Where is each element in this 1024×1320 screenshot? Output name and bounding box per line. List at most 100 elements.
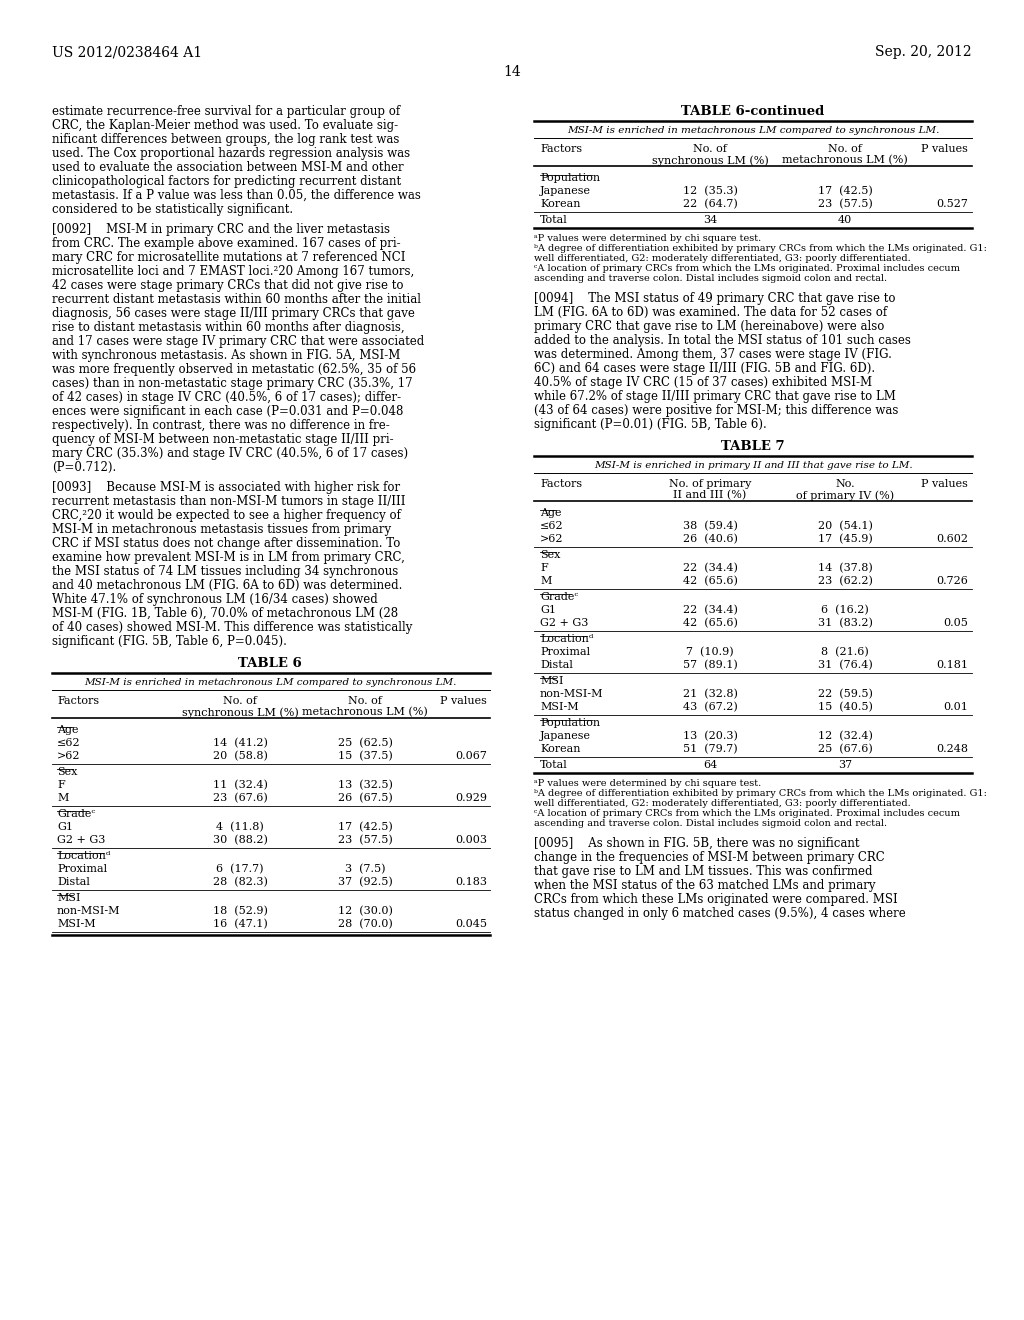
Text: considered to be statistically significant.: considered to be statistically significa… [52, 203, 293, 216]
Text: metachronous LM (%): metachronous LM (%) [782, 154, 908, 165]
Text: was more frequently observed in metastatic (62.5%, 35 of 56: was more frequently observed in metastat… [52, 363, 416, 376]
Text: G2 + G3: G2 + G3 [540, 618, 589, 628]
Text: 12  (30.0): 12 (30.0) [338, 906, 392, 916]
Text: 42 cases were stage primary CRCs that did not give rise to: 42 cases were stage primary CRCs that di… [52, 279, 403, 292]
Text: Factors: Factors [540, 479, 582, 488]
Text: M: M [540, 576, 551, 586]
Text: 0.01: 0.01 [943, 702, 968, 711]
Text: synchronous LM (%): synchronous LM (%) [181, 708, 298, 718]
Text: Locationᵈ: Locationᵈ [540, 634, 593, 644]
Text: 22  (34.4): 22 (34.4) [683, 605, 737, 615]
Text: P values: P values [922, 144, 968, 154]
Text: MSI-M (FIG. 1B, Table 6), 70.0% of metachronous LM (28: MSI-M (FIG. 1B, Table 6), 70.0% of metac… [52, 607, 398, 620]
Text: Factors: Factors [57, 696, 99, 706]
Text: 18  (52.9): 18 (52.9) [213, 906, 267, 916]
Text: 6C) and 64 cases were stage II/III (FIG. 5B and FIG. 6D).: 6C) and 64 cases were stage II/III (FIG.… [534, 362, 876, 375]
Text: non-MSI-M: non-MSI-M [540, 689, 603, 700]
Text: Distal: Distal [540, 660, 572, 671]
Text: Korean: Korean [540, 199, 581, 209]
Text: 37  (92.5): 37 (92.5) [338, 876, 392, 887]
Text: of 40 cases) showed MSI-M. This difference was statistically: of 40 cases) showed MSI-M. This differen… [52, 620, 413, 634]
Text: TABLE 6-continued: TABLE 6-continued [681, 106, 824, 117]
Text: 14  (41.2): 14 (41.2) [213, 738, 267, 748]
Text: 17  (42.5): 17 (42.5) [338, 822, 392, 833]
Text: 43  (67.2): 43 (67.2) [683, 702, 737, 713]
Text: synchronous LM (%): synchronous LM (%) [651, 154, 768, 165]
Text: quency of MSI-M between non-metastatic stage II/III pri-: quency of MSI-M between non-metastatic s… [52, 433, 393, 446]
Text: the MSI status of 74 LM tissues including 34 synchronous: the MSI status of 74 LM tissues includin… [52, 565, 398, 578]
Text: 8  (21.6): 8 (21.6) [821, 647, 869, 657]
Text: [0094]    The MSI status of 49 primary CRC that gave rise to: [0094] The MSI status of 49 primary CRC … [534, 292, 896, 305]
Text: 37: 37 [838, 760, 852, 770]
Text: 14  (37.8): 14 (37.8) [817, 564, 872, 573]
Text: 23  (57.5): 23 (57.5) [338, 836, 392, 845]
Text: of 42 cases) in stage IV CRC (40.5%, 6 of 17 cases); differ-: of 42 cases) in stage IV CRC (40.5%, 6 o… [52, 391, 401, 404]
Text: 12  (35.3): 12 (35.3) [683, 186, 737, 197]
Text: 0.183: 0.183 [455, 876, 487, 887]
Text: recurrent metastasis than non-MSI-M tumors in stage II/III: recurrent metastasis than non-MSI-M tumo… [52, 495, 406, 508]
Text: (P=0.712).: (P=0.712). [52, 461, 117, 474]
Text: 0.003: 0.003 [455, 836, 487, 845]
Text: No. of: No. of [348, 696, 382, 706]
Text: Proximal: Proximal [540, 647, 590, 657]
Text: 0.929: 0.929 [455, 793, 487, 803]
Text: [0093]    Because MSI-M is associated with higher risk for: [0093] Because MSI-M is associated with … [52, 480, 400, 494]
Text: LM (FIG. 6A to 6D) was examined. The data for 52 cases of: LM (FIG. 6A to 6D) was examined. The dat… [534, 306, 887, 319]
Text: 15  (40.5): 15 (40.5) [817, 702, 872, 713]
Text: 26  (67.5): 26 (67.5) [338, 793, 392, 804]
Text: ᵃP values were determined by chi square test.: ᵃP values were determined by chi square … [534, 234, 761, 243]
Text: metachronous LM (%): metachronous LM (%) [302, 708, 428, 717]
Text: MSI-M in metachronous metastasis tissues from primary: MSI-M in metachronous metastasis tissues… [52, 523, 391, 536]
Text: CRC if MSI status does not change after dissemination. To: CRC if MSI status does not change after … [52, 537, 400, 550]
Text: 0.602: 0.602 [936, 535, 968, 544]
Text: MSI-M is enriched in primary II and III that gave rise to LM.: MSI-M is enriched in primary II and III … [594, 461, 912, 470]
Text: >62: >62 [540, 535, 563, 544]
Text: Distal: Distal [57, 876, 90, 887]
Text: 6  (17.7): 6 (17.7) [216, 865, 264, 874]
Text: 17  (45.9): 17 (45.9) [817, 535, 872, 544]
Text: Age: Age [57, 725, 79, 735]
Text: 40.5% of stage IV CRC (15 of 37 cases) exhibited MSI-M: 40.5% of stage IV CRC (15 of 37 cases) e… [534, 376, 872, 389]
Text: clinicopathological factors for predicting recurrent distant: clinicopathological factors for predicti… [52, 176, 401, 187]
Text: 13  (32.5): 13 (32.5) [338, 780, 392, 791]
Text: 42  (65.6): 42 (65.6) [683, 576, 737, 586]
Text: Korean: Korean [540, 744, 581, 754]
Text: of primary IV (%): of primary IV (%) [796, 490, 894, 500]
Text: significant (FIG. 5B, Table 6, P=0.045).: significant (FIG. 5B, Table 6, P=0.045). [52, 635, 287, 648]
Text: microsatellite loci and 7 EMAST loci.²20 Among 167 tumors,: microsatellite loci and 7 EMAST loci.²20… [52, 265, 415, 279]
Text: 22  (59.5): 22 (59.5) [817, 689, 872, 700]
Text: 20  (58.8): 20 (58.8) [213, 751, 267, 762]
Text: respectively). In contrast, there was no difference in fre-: respectively). In contrast, there was no… [52, 418, 390, 432]
Text: P values: P values [440, 696, 487, 706]
Text: 7  (10.9): 7 (10.9) [686, 647, 734, 657]
Text: F: F [540, 564, 548, 573]
Text: 0.527: 0.527 [936, 199, 968, 209]
Text: nificant differences between groups, the log rank test was: nificant differences between groups, the… [52, 133, 399, 147]
Text: 23  (62.2): 23 (62.2) [817, 576, 872, 586]
Text: that gave rise to LM and LM tissues. This was confirmed: that gave rise to LM and LM tissues. Thi… [534, 865, 872, 878]
Text: G1: G1 [57, 822, 73, 832]
Text: No. of: No. of [693, 144, 727, 154]
Text: Sex: Sex [540, 550, 560, 560]
Text: II and III (%): II and III (%) [674, 490, 746, 500]
Text: [0092]    MSI-M in primary CRC and the liver metastasis: [0092] MSI-M in primary CRC and the live… [52, 223, 390, 236]
Text: US 2012/0238464 A1: US 2012/0238464 A1 [52, 45, 202, 59]
Text: Gradeᶜ: Gradeᶜ [57, 809, 95, 818]
Text: 0.045: 0.045 [455, 919, 487, 929]
Text: No. of: No. of [828, 144, 862, 154]
Text: Age: Age [540, 508, 561, 517]
Text: used to evaluate the association between MSI-M and other: used to evaluate the association between… [52, 161, 403, 174]
Text: MSI-M is enriched in metachronous LM compared to synchronous LM.: MSI-M is enriched in metachronous LM com… [84, 678, 456, 686]
Text: examine how prevalent MSI-M is in LM from primary CRC,: examine how prevalent MSI-M is in LM fro… [52, 550, 404, 564]
Text: 15  (37.5): 15 (37.5) [338, 751, 392, 762]
Text: 17  (42.5): 17 (42.5) [817, 186, 872, 197]
Text: TABLE 7: TABLE 7 [721, 440, 784, 453]
Text: 22  (34.4): 22 (34.4) [683, 564, 737, 573]
Text: 64: 64 [702, 760, 717, 770]
Text: 21  (32.8): 21 (32.8) [683, 689, 737, 700]
Text: ascending and traverse colon. Distal includes sigmoid colon and rectal.: ascending and traverse colon. Distal inc… [534, 275, 887, 282]
Text: Sex: Sex [57, 767, 78, 777]
Text: 31  (83.2): 31 (83.2) [817, 618, 872, 628]
Text: 11  (32.4): 11 (32.4) [213, 780, 267, 791]
Text: ascending and traverse colon. Distal includes sigmoid colon and rectal.: ascending and traverse colon. Distal inc… [534, 818, 887, 828]
